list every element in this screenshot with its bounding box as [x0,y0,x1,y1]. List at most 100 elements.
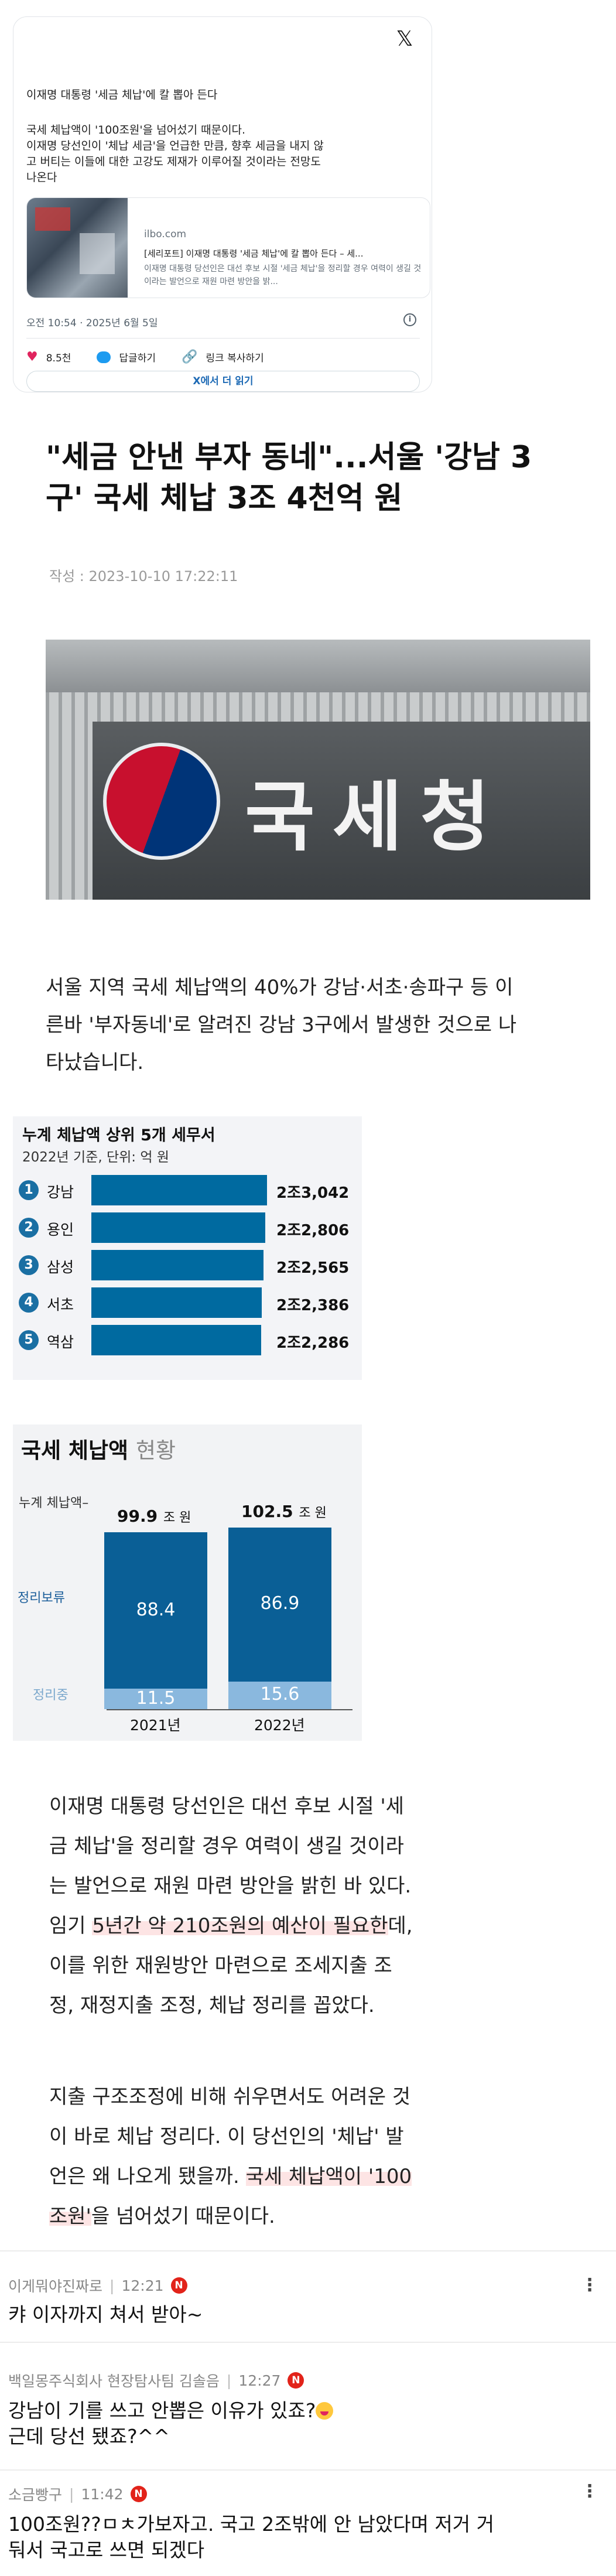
copy-link-label: 링크 복사하기 [206,353,264,364]
comment-divider [0,2342,616,2343]
paragraph-line: 금 체납'을 정리할 경우 여력이 생길 것이라 [49,1834,404,1858]
comment-time: 12:27 [238,2372,281,2389]
x-axis-label: 2022년 [254,1717,305,1734]
comment-meta: 소금빵구 | 11:42 N [8,2483,147,2505]
tweet-link-card[interactable]: ilbo.com [세리포트] 이재명 대통령 '세금 체납'에 칼 뽑아 든다… [26,197,430,298]
legend-series-2: 정리중 [33,1688,69,1703]
total-label: 누계 체납액– [19,1496,89,1511]
bar-value-label: 2조2,286 [276,1334,350,1352]
more-options-icon[interactable]: ⋮ [581,2481,598,2502]
rank-badge: 4 [19,1293,39,1313]
x-logo-icon[interactable]: 𝕏 [396,27,413,51]
paragraph-line: 타났습니다. [46,1051,144,1074]
bar [91,1287,262,1318]
article-title-line: 구' 국세 체납 3조 4천억 원 [46,481,403,516]
rank-badge: 5 [19,1330,39,1350]
chart-axis [107,1709,353,1710]
paragraph-line: 서울 지역 국세 체납액의 40%가 강남·서초·송파구 등 이 [46,976,514,999]
segment-value-label: 86.9 [260,1593,300,1614]
read-more-button[interactable]: X에서 더 읽기 [26,371,420,392]
paragraph-line: 이재명 대통령 당선인은 대선 후보 시절 '세 [49,1795,404,1818]
link-domain: ilbo.com [144,228,187,240]
bar-row: 4 서초 2조2,386 [19,1286,358,1319]
copy-link-button[interactable]: 🔗 링크 복사하기 [182,350,264,364]
highlight: 5년간 약 210조원의 예산이 필요한 [92,1914,388,1938]
bar-value-label: 2조2,806 [276,1222,350,1239]
link-description: 이재명 대통령 당선인은 대선 후보 시절 '세금 체납'을 정리할 경우 여력… [144,264,422,286]
stacked-bar-segment [228,1681,331,1709]
article-photo: 국세청 [46,640,590,900]
paragraph-line: 이 바로 체납 정리다. 이 당선인의 '체납' 발 [49,2125,404,2148]
paragraph-line: 언은 왜 나오게 됐을까. 국세 체납액이 '100 [49,2165,412,2188]
rank-badge: 1 [19,1180,39,1200]
new-badge: N [288,2372,304,2389]
reply-button[interactable]: 답글하기 [97,350,156,364]
segment-value-label: 15.6 [260,1684,300,1705]
comment-divider [0,2250,616,2252]
tweet-actions: ♥ 8.5천 답글하기 🔗 링크 복사하기 [26,350,264,364]
highlight: 국세 체납액이 '100 [245,2165,412,2188]
comment-author[interactable]: 백일몽주식회사 현장탐사팀 김솔음 [8,2373,220,2390]
stacked-bar-segment [228,1528,331,1682]
segment-value-label: 88.4 [136,1599,176,1620]
stacked-bar-segment [104,1689,207,1709]
bar-category-label: 역삼 [47,1334,74,1351]
reply-icon [97,351,111,363]
paragraph-line: 정, 재정지출 조정, 체납 정리를 꼽았다. [49,1994,375,2017]
article-title-line: "세금 안낸 부자 동네"...서울 '강남 3 [46,440,532,475]
segment-value-label: 11.5 [136,1687,176,1709]
bar-row: 2 용인 2조2,806 [19,1211,358,1244]
like-count: 8.5천 [46,353,71,364]
paragraph-line: 임기 5년간 약 210조원의 예산이 필요한데, [49,1914,413,1938]
bar-row: 1 강남 2조3,042 [19,1174,358,1207]
bar-category-label: 삼성 [47,1259,74,1276]
tweet-body-line: 국세 체납액이 '100조원'을 넘어섰기 때문이다. [26,124,246,136]
stacked-bar-segment [104,1532,207,1689]
bar-value-label: 2조2,565 [276,1259,350,1277]
tweet-timestamp[interactable]: 오전 10:54 · 2025년 6월 5일 [26,317,158,329]
paragraph-line: 이를 위한 재원방안 마련으로 조세지출 조 [49,1954,392,1977]
comment-author[interactable]: 소금빵구 [8,2486,63,2503]
article-title: "세금 안낸 부자 동네"...서울 '강남 3 구' 국세 체납 3조 4천억… [46,437,584,519]
link-icon: 🔗 [181,350,198,364]
chart-national-tax-arrears: 국세 체납액 현황 누계 체납액– 정리보류 정리중 11.5 88.4 99.9 … [13,1424,362,1741]
bar-category-label: 용인 [47,1221,74,1238]
paragraph-line: 른바 '부자동네'로 알려진 강남 3구에서 발생한 것으로 나 [46,1013,517,1037]
chart-title: 국세 체납액 현황 [21,1433,176,1464]
chart-top5-tax-offices: 누계 체납액 상위 5개 세무서 2022년 기준, 단위: 억 원 1 강남 2조… [13,1116,362,1380]
bar [91,1175,267,1205]
tweet-headline: 이재명 대통령 '세금 체납'에 칼 뽑아 든다 [26,88,218,101]
reply-label: 답글하기 [119,353,156,364]
comment-meta: 이게뭐야진짜로 | 12:21 N [8,2275,187,2296]
comment-text: 100조원??ㅁㅊ가보자고. 국고 2조밖에 안 남았다며 저거 거 둬서 국고… [8,2513,495,2561]
article-paragraph-1: 서울 지역 국세 체납액의 40%가 강남·서초·송파구 등 이 른바 '부자동… [46,969,594,1081]
comment-author[interactable]: 이게뭐야진짜로 [8,2278,103,2295]
new-badge: N [130,2486,147,2502]
chart-subtitle: 2022년 기준, 단위: 억 원 [22,1150,169,1165]
link-title: [세리포트] 이재명 대통령 '세금 체납'에 칼 뽑아 든다 – 세... [144,248,364,259]
bar-value-label: 2조2,386 [276,1297,350,1314]
tweet-body-line: 고 버티는 이들에 대한 고강도 제재가 이루어질 것이라는 전망도 [26,155,321,168]
comment-meta: 백일몽주식회사 현장탐사팀 김솔음 | 12:27 N [8,2370,304,2391]
more-options-icon[interactable]: ⋮ [581,2275,598,2295]
tweet-card[interactable]: 𝕏 이재명 대통령 '세금 체납'에 칼 뽑아 든다 국세 체납액이 '100조… [13,16,432,392]
photo-wall [46,640,590,692]
smiley-emoji-icon [316,2402,334,2420]
chart-title-main: 국세 체납액 [21,1438,129,1463]
comment-item: 소금빵구 | 11:42 N ⋮ 100조원??ㅁㅊ가보자고. 국고 2조밖에 … [0,2472,616,2576]
paragraph-line: 조원'을 넘어섰기 때문이다. [49,2205,275,2228]
nts-emblem-icon [103,743,220,860]
comment-item: 이게뭐야진짜로 | 12:21 N ⋮ 캬 이자까지 쳐서 받아~ [0,2261,616,2337]
article-paragraph-3: 지출 구조조정에 비해 쉬우면서도 어려운 것 이 바로 체납 정리다. 이 당… [49,2077,465,2236]
info-icon[interactable]: i [403,313,416,326]
bar-category-label: 서초 [47,1296,74,1313]
chart-title-suffix: 현황 [135,1438,176,1463]
bar [91,1250,263,1280]
like-button[interactable]: ♥ 8.5천 [26,350,71,364]
bar-value-label: 2조3,042 [276,1184,350,1202]
tweet-divider [26,338,420,339]
rank-badge: 2 [19,1218,39,1238]
tweet-body: 국세 체납액이 '100조원'을 넘어섰기 때문이다. 이재명 당선인이 '체납… [26,122,430,186]
highlight: 조원' [49,2205,91,2228]
